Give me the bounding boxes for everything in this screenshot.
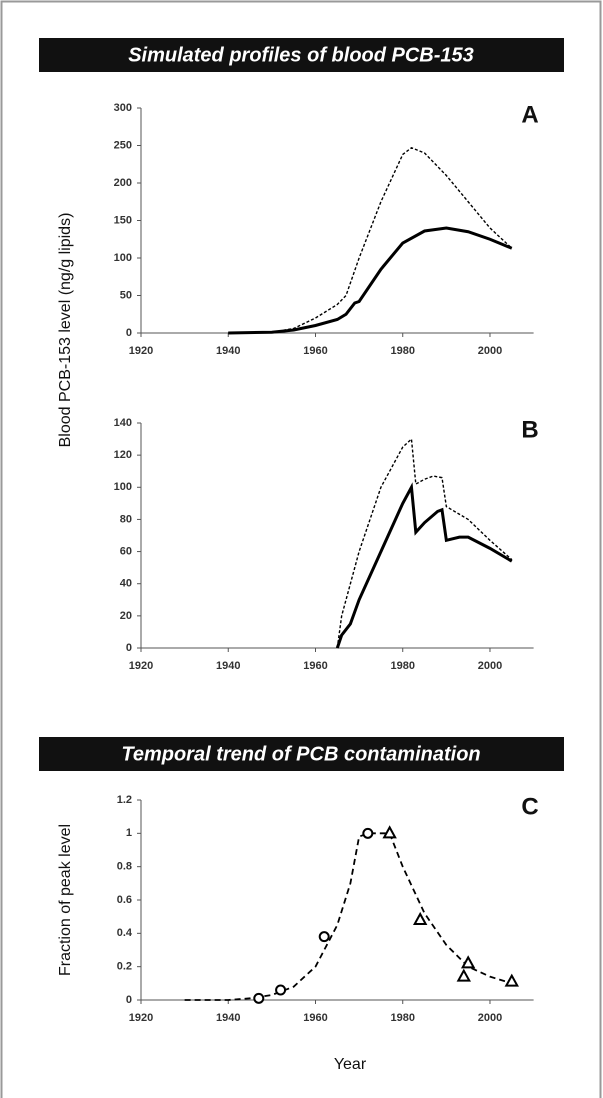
x-tick-label: 1940 — [216, 345, 240, 357]
y-tick-label: 0.6 — [117, 894, 132, 906]
point — [456, 968, 471, 982]
x-tick-label: 1980 — [390, 1012, 414, 1024]
y-tick-label: 200 — [114, 177, 132, 189]
x-tick-label: 1960 — [303, 1012, 327, 1024]
panel-label: A — [521, 101, 538, 128]
y-tick-label: 50 — [120, 289, 132, 301]
y-axis-label: Fraction of peak level — [57, 824, 74, 976]
x-tick-label: 1980 — [390, 345, 414, 357]
panel-label: C — [521, 793, 538, 820]
y-tick-label: 80 — [120, 513, 132, 525]
x-tick-label: 1940 — [216, 660, 240, 672]
y-tick-label: 1.2 — [117, 794, 132, 806]
y-tick-label: 20 — [120, 610, 132, 622]
point — [253, 992, 265, 1004]
y-tick-label: 0.4 — [117, 927, 133, 939]
point — [460, 955, 476, 969]
y-tick-label: 120 — [114, 449, 132, 461]
x-tick-label: 1920 — [129, 345, 153, 357]
y-tick-label: 300 — [114, 102, 132, 114]
point — [362, 827, 374, 839]
point — [382, 825, 397, 839]
x-tick-label: 2000 — [478, 1012, 502, 1024]
y-tick-label: 60 — [120, 545, 132, 557]
banner: Simulated profiles of blood PCB-153 — [128, 44, 474, 66]
banner-bg — [39, 38, 564, 72]
y-tick-label: 40 — [120, 578, 132, 590]
x-tick-label: 2000 — [478, 660, 502, 672]
x-tick-label: 1940 — [216, 1012, 240, 1024]
x-tick-label: 1920 — [129, 660, 153, 672]
y-axis-label: Blood PCB-153 level (ng/g lipids) — [57, 213, 74, 448]
x-tick-label: 2000 — [478, 345, 502, 357]
x-axis-label: Year — [334, 1056, 367, 1073]
y-tick-label: 100 — [114, 252, 132, 264]
panel-label: B — [521, 416, 538, 443]
y-tick-label: 0 — [126, 327, 132, 339]
point — [275, 984, 287, 996]
line — [228, 146, 513, 334]
point — [412, 911, 428, 925]
y-tick-label: 100 — [114, 481, 132, 493]
point — [504, 973, 519, 987]
y-tick-label: 1 — [126, 827, 132, 839]
y-tick-label: 140 — [114, 417, 132, 429]
banner-bg — [39, 737, 564, 771]
y-tick-label: 0.8 — [117, 861, 132, 873]
y-tick-label: 250 — [114, 139, 132, 151]
y-tick-label: 0 — [126, 642, 132, 654]
banner: Temporal trend of PCB contamination — [121, 743, 480, 765]
y-tick-label: 0 — [126, 994, 132, 1006]
x-tick-label: 1980 — [390, 660, 414, 672]
x-tick-label: 1960 — [303, 660, 327, 672]
x-tick-label: 1920 — [129, 1012, 153, 1024]
line — [336, 437, 513, 649]
line — [228, 226, 513, 335]
x-tick-label: 1960 — [303, 345, 327, 357]
y-tick-label: 150 — [114, 214, 132, 226]
line — [184, 832, 513, 1001]
point — [318, 931, 330, 943]
line — [335, 482, 513, 649]
y-tick-label: 0.2 — [117, 961, 132, 973]
